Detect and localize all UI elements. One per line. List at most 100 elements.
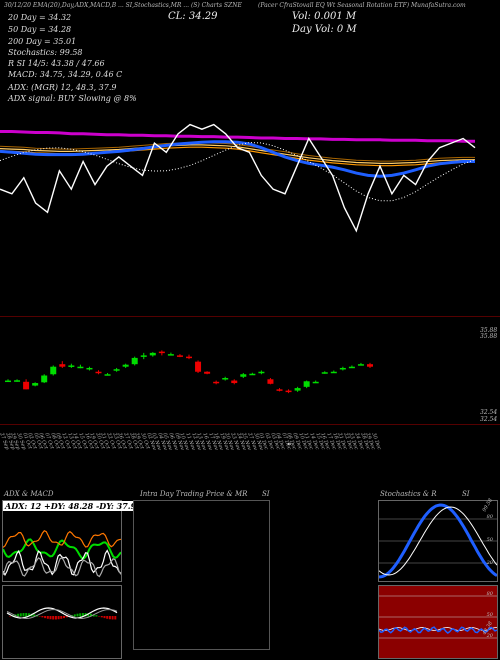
macd-histogram-bar (19, 613, 22, 617)
macd-histogram-bar (90, 613, 92, 617)
candle-body (367, 364, 373, 367)
macd-histogram-bar (22, 613, 25, 617)
macd-panel (2, 585, 122, 659)
macd-histogram-bar (52, 616, 55, 620)
candle-body (23, 381, 30, 390)
macd-histogram-bar (17, 613, 20, 617)
candle-body (5, 380, 11, 383)
rsi-label: R SI 14/5: 43.38 / 47.66 (8, 59, 105, 68)
macd-histogram-bar (111, 616, 114, 620)
candle-body (267, 379, 274, 384)
price-line (0, 123, 476, 233)
close-label: CL: 34.29 (168, 11, 218, 22)
macd-histogram-bar (46, 616, 49, 619)
ema20-label: 20 Day = 34.32 (8, 13, 72, 22)
macd-histogram-bar (79, 613, 82, 617)
adx-line (3, 549, 121, 577)
candle-body (312, 381, 319, 384)
ema50-line (0, 140, 475, 178)
candle-body (231, 380, 238, 384)
candle-body (131, 357, 138, 365)
price-axis-top: 35.88 (480, 327, 498, 334)
header-line1: 30/12/20 EMA(20),Day,ADX,MACD,B ... SI,S… (4, 2, 242, 9)
candle-body (348, 366, 355, 369)
ema50-label: 50 Day = 34.28 (8, 25, 72, 34)
candle-body (321, 372, 328, 374)
candle-body (258, 371, 265, 374)
rsi-lines (379, 595, 497, 639)
moving-average-chart (0, 123, 476, 233)
candle-body (285, 390, 292, 393)
candle-body (50, 366, 57, 375)
candle-body (140, 355, 147, 357)
adx-label: ADX: (MGR) 12, 48.3, 37.9 (8, 83, 117, 92)
macd-histogram-bar (44, 616, 47, 619)
stoch-level-50: 50 (486, 537, 493, 543)
candle-body (86, 367, 93, 370)
price-axis-bottom: 32.54 (480, 409, 498, 416)
stoch-si: SI (462, 490, 470, 498)
macd-histogram-bar (73, 614, 76, 617)
candle-body (167, 354, 174, 356)
ema-line-c (0, 142, 475, 162)
candle-body (41, 375, 48, 383)
candle-body (330, 371, 337, 374)
price-axis-top2: 35.88 (480, 333, 498, 340)
stoch-d-line (379, 506, 497, 576)
gridline-bottom (0, 424, 500, 425)
ema200-line (0, 130, 475, 143)
candle-body (195, 361, 202, 372)
macd-histogram-bar (63, 616, 65, 619)
candle-body (276, 389, 283, 391)
candle-body (14, 380, 21, 382)
macd-histogram-bar (92, 614, 95, 617)
macd-histogram-bar (98, 616, 101, 617)
rsi-level-20: 20 (486, 633, 493, 639)
dotted-signal-line (0, 142, 476, 202)
rsi-level-80: 80 (486, 591, 493, 597)
macd-histogram-bar (95, 615, 98, 617)
gridline-top (0, 316, 500, 317)
adx-signal-label: ADX signal: BUY Slowing @ 8% (8, 94, 137, 103)
candle-body (204, 371, 211, 374)
macd-histogram-bar (49, 616, 52, 620)
macd-histogram-bar (41, 616, 44, 618)
volume-label: Vol: 0.001 M (292, 11, 357, 22)
minus-di-line (3, 529, 121, 548)
macd-histogram-bar (108, 616, 111, 620)
stoch-level-80: 80 (486, 514, 493, 520)
candle-body (77, 366, 84, 369)
intraday-si: SI (262, 490, 270, 498)
adx-values-box: ADX: 12 +DY: 48.28 -DY: 37.93 (3, 501, 144, 511)
intraday-title: Intra Day Trading Price & MR (140, 490, 248, 498)
macd-histogram-bar (87, 613, 90, 617)
candle-body (176, 355, 183, 357)
candle-body (339, 367, 346, 370)
candle-body (95, 371, 102, 374)
macd-histogram-bar (60, 616, 63, 619)
macd-histogram-bar (38, 616, 41, 617)
macd-histogram-bar (57, 616, 60, 620)
candle-body (186, 356, 192, 359)
rsi-panel: 80 50 20 43.38 (378, 585, 498, 659)
macd-line (6, 607, 118, 619)
macd-histogram-bar (106, 616, 109, 619)
adx-panel: ADX: 12 +DY: 48.28 -DY: 37.93 (2, 500, 144, 582)
candle-body (158, 351, 165, 354)
macd-histogram-bar (25, 613, 28, 617)
adx-macd-title: ADX & MACD (4, 490, 54, 498)
candle-body (222, 378, 229, 380)
macd-label: MACD: 34.75, 34.29, 0.46 C (8, 70, 123, 79)
macd-histogram-bar (65, 616, 68, 618)
stochastics-panel: 80 50 20 99.58 (378, 498, 498, 582)
candle-body (59, 364, 66, 367)
candle-body (68, 365, 75, 367)
rsi-line (379, 626, 497, 634)
stoch-title: Stochastics & R (380, 490, 437, 498)
rsi-mr-line (379, 627, 497, 631)
macd-histogram-bar (33, 614, 36, 617)
macd-histogram-bar (100, 616, 103, 618)
ema200-label: 200 Day = 35.01 (8, 37, 77, 46)
macd-histogram-bar (114, 616, 117, 620)
candle-body (122, 364, 129, 367)
